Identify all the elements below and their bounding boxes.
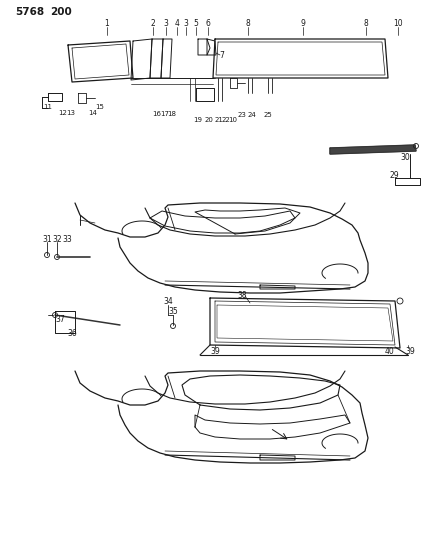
Text: 35: 35 [168,308,178,317]
Polygon shape [330,145,416,154]
Text: 3: 3 [184,19,188,28]
Text: 40: 40 [385,346,395,356]
Text: 37: 37 [55,316,65,325]
Text: 3: 3 [163,19,169,28]
Text: 39: 39 [210,346,220,356]
Text: 5: 5 [193,19,199,28]
Text: 22: 22 [222,117,230,123]
Text: 30: 30 [400,154,410,163]
Text: 25: 25 [264,112,272,118]
Text: 8: 8 [246,19,250,28]
Text: 8: 8 [364,19,369,28]
Text: 4: 4 [175,19,179,28]
Text: 20: 20 [205,117,214,123]
Text: 21: 21 [214,117,223,123]
Text: 1: 1 [104,19,110,28]
Text: 16: 16 [152,111,161,117]
Text: 15: 15 [95,104,104,110]
Text: 34: 34 [163,297,173,306]
Text: 14: 14 [89,110,98,116]
Text: 23: 23 [238,112,247,118]
Text: 6: 6 [205,19,211,28]
Text: 24: 24 [248,112,256,118]
Text: 29: 29 [390,171,400,180]
Text: 10: 10 [229,117,238,123]
Text: 36: 36 [67,328,77,337]
Text: 10: 10 [393,19,403,28]
Text: 200: 200 [50,7,72,17]
Text: 18: 18 [167,111,176,117]
Text: 17: 17 [160,111,169,117]
Text: 33: 33 [62,235,72,244]
Text: 13: 13 [66,110,75,116]
Text: 11: 11 [44,104,53,110]
Text: 5768: 5768 [15,7,44,17]
Text: 31: 31 [42,235,52,244]
Text: 39: 39 [405,346,415,356]
Text: 32: 32 [52,235,62,244]
Text: 19: 19 [193,117,202,123]
Text: 9: 9 [300,19,306,28]
Text: 12: 12 [59,110,68,116]
Text: 2: 2 [151,19,155,28]
Text: 38: 38 [237,292,247,301]
Text: 7: 7 [220,51,224,60]
